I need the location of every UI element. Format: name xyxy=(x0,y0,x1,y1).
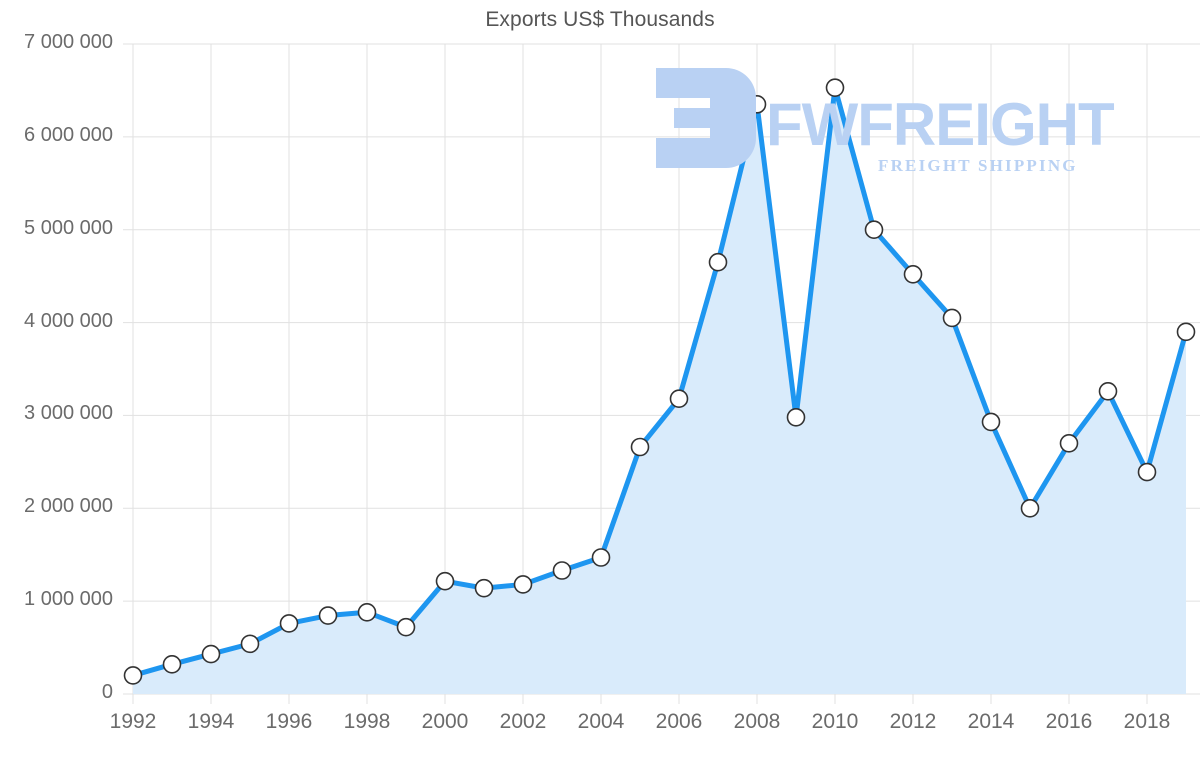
data-point-marker[interactable] xyxy=(630,437,650,457)
data-point-marker[interactable] xyxy=(1098,381,1118,401)
data-point-marker[interactable] xyxy=(318,606,338,625)
data-point-marker[interactable] xyxy=(279,614,299,633)
data-point-marker[interactable] xyxy=(903,264,923,284)
y-axis-tick-label: 0 xyxy=(101,681,113,703)
y-axis-tick-label: 7 000 000 xyxy=(24,31,113,53)
x-axis-tick-label: 2000 xyxy=(421,710,469,733)
data-point-marker[interactable] xyxy=(201,644,221,664)
x-axis-tick-label: 2016 xyxy=(1045,710,1093,733)
y-axis-tick-label: 2 000 000 xyxy=(24,495,113,518)
x-axis-tick-label: 1998 xyxy=(343,710,391,733)
data-point-marker[interactable] xyxy=(123,666,143,685)
x-axis-tick-label: 2014 xyxy=(967,710,1015,733)
data-line xyxy=(130,85,1189,678)
x-axis-tick-label: 2012 xyxy=(889,710,937,733)
x-axis-tick-label: 2006 xyxy=(655,710,703,733)
data-point-marker[interactable] xyxy=(591,548,611,567)
x-axis-tick-label: 2018 xyxy=(1123,710,1171,733)
y-axis-tick-label: 3 000 000 xyxy=(24,402,113,425)
data-point-marker[interactable] xyxy=(1137,462,1157,482)
data-point-marker[interactable] xyxy=(669,389,689,409)
y-axis-tick-label: 4 000 000 xyxy=(24,309,113,332)
x-axis-tick-label: 2002 xyxy=(499,710,547,733)
data-point-marker[interactable] xyxy=(708,252,728,272)
x-axis-tick-label: 1994 xyxy=(187,710,235,733)
data-point-marker[interactable] xyxy=(1020,498,1040,518)
data-point-marker[interactable] xyxy=(1059,433,1079,453)
data-point-marker[interactable] xyxy=(552,561,572,580)
data-point-marker[interactable] xyxy=(981,412,1001,432)
y-axis-tick-label: 5 000 000 xyxy=(24,216,113,239)
x-axis-tick-label: 1992 xyxy=(109,710,157,733)
data-point-marker[interactable] xyxy=(864,220,884,240)
chart-title: Exports US$ Thousands xyxy=(485,8,715,31)
data-point-marker[interactable] xyxy=(396,617,416,637)
x-axis-tick-label: 2010 xyxy=(811,710,859,733)
area-fill xyxy=(133,87,1186,694)
data-point-marker[interactable] xyxy=(513,575,533,594)
data-point-marker[interactable] xyxy=(1176,322,1196,342)
data-point-marker[interactable] xyxy=(942,308,962,328)
data-point-marker[interactable] xyxy=(435,571,455,591)
data-point-marker[interactable] xyxy=(357,602,377,622)
data-point-marker[interactable] xyxy=(474,578,494,598)
y-axis-tick-label: 1 000 000 xyxy=(24,588,113,611)
data-point-marker[interactable] xyxy=(240,634,260,654)
y-axis-ticks: 0 1 000 000 2 000 000 3 000 000 4 000 000 5 0… xyxy=(0,0,113,763)
x-axis-tick-label: 1996 xyxy=(265,710,313,733)
data-point-marker[interactable] xyxy=(786,407,806,427)
y-axis-tick-label: 6 000 000 xyxy=(24,123,113,146)
data-point-marker[interactable] xyxy=(162,654,182,674)
x-axis-tick-label: 2008 xyxy=(733,710,781,733)
data-point-marker[interactable] xyxy=(825,78,845,97)
data-point-markers xyxy=(123,78,1196,685)
x-axis-tick-label: 2004 xyxy=(577,710,625,733)
